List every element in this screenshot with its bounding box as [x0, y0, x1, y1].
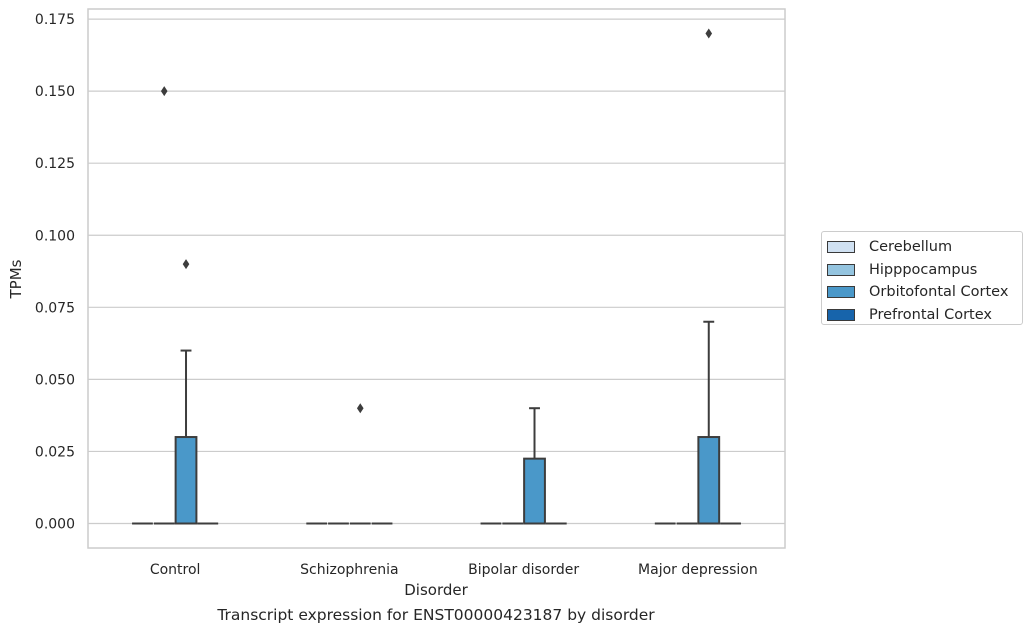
box-group — [153, 86, 175, 525]
chart-caption: Transcript expression for ENST0000042318… — [217, 606, 655, 624]
y-tick-labels: 0.000 0.025 0.050 0.075 0.100 0.125 0.150 0.175 — [35, 12, 75, 532]
legend-label: Orbitofontal Cortex — [869, 284, 1009, 301]
y-tick-label: 0.125 — [35, 156, 75, 172]
x-tick-label: Schizophrenia — [300, 562, 398, 578]
y-tick-label: 0.150 — [35, 84, 75, 100]
x-tick-labels: Control Schizophrenia Bipolar disorder Majo… — [150, 562, 758, 578]
y-axis-title: TPMs — [7, 259, 25, 299]
legend-swatch — [827, 263, 855, 276]
box — [523, 457, 546, 525]
x-tick-label: Bipolar disorder — [468, 562, 579, 578]
box — [174, 436, 198, 525]
x-axis-title: Disorder — [404, 581, 468, 599]
outlier-point — [160, 86, 168, 97]
x-tick-label: Major depression — [638, 562, 758, 578]
y-tick-label: 0.175 — [35, 12, 75, 28]
outlier-point — [182, 259, 190, 270]
box-group — [349, 403, 371, 525]
legend-label: Hipppocampus — [869, 261, 978, 278]
legend-swatch — [827, 286, 855, 299]
x-tick-label: Control — [150, 562, 201, 578]
y-tick-label: 0.000 — [35, 517, 75, 533]
outlier-point — [356, 403, 364, 414]
box — [697, 436, 721, 525]
legend: Cerebellum Hipppocampus Orbitofontal Corte… — [821, 231, 1023, 325]
box-group — [174, 259, 198, 525]
box-group — [523, 407, 546, 525]
legend-swatch — [827, 241, 855, 254]
y-tick-label: 0.050 — [35, 372, 75, 388]
outlier-point — [705, 28, 713, 39]
legend-item: Cerebellum — [827, 236, 1022, 259]
legend-swatch — [827, 308, 855, 321]
plot-frame — [87, 8, 786, 549]
boxes — [132, 28, 741, 525]
legend-label: Cerebellum — [869, 239, 953, 256]
y-tick-label: 0.100 — [35, 228, 75, 244]
gridlines — [88, 18, 785, 525]
box-group — [697, 28, 721, 525]
y-tick-label: 0.025 — [35, 444, 75, 460]
legend-item: Hipppocampus — [827, 259, 1022, 282]
legend-item: Prefrontal Cortex — [827, 304, 1022, 327]
y-tick-label: 0.075 — [35, 300, 75, 316]
legend-item: Orbitofontal Cortex — [827, 281, 1022, 304]
legend-label: Prefrontal Cortex — [869, 306, 992, 323]
